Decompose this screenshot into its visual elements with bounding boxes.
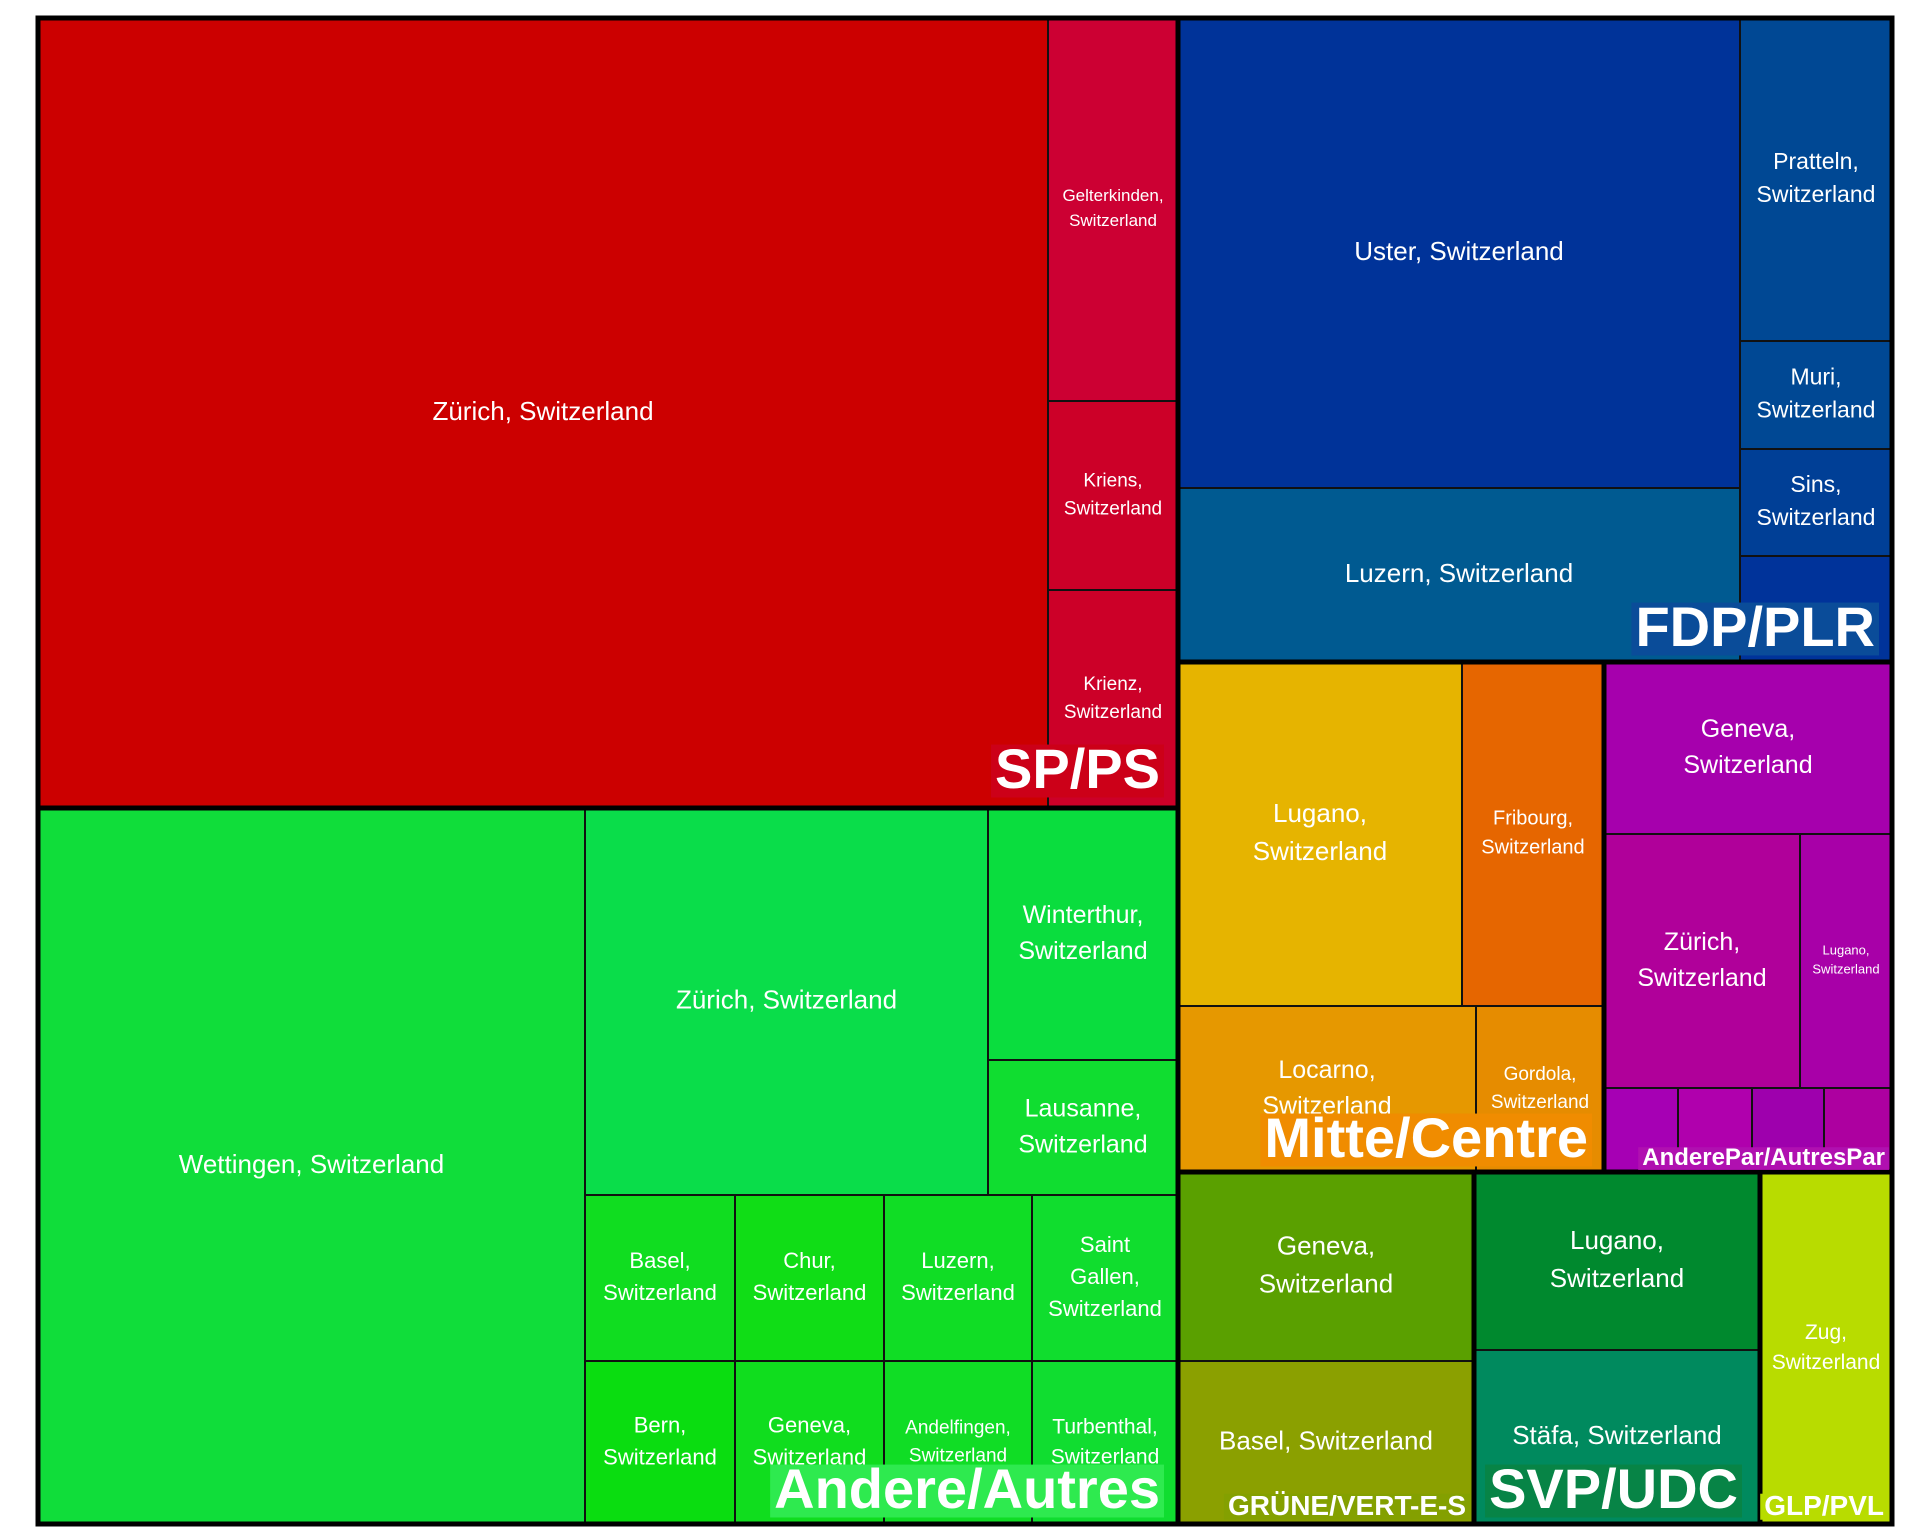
tile-label-fdp-plr-4: Sins, Switzerland: [1757, 471, 1876, 530]
tile-label-anderepar-autrespar-0: Geneva, Switzerland: [1683, 714, 1812, 778]
tile-andere-autres-1[interactable]: [584, 807, 989, 1196]
tile-label-sp-ps-1: Gelterkinden, Switzerland: [1062, 187, 1163, 231]
group-label-bg-grune-vert-e-s: [1223, 1493, 1470, 1520]
tile-label-fdp-plr-0: Uster, Switzerland: [1354, 236, 1564, 266]
tile-label-mitte-centre-0: Lugano, Switzerland: [1253, 798, 1387, 866]
tile-label-fdp-plr-3: Muri, Switzerland: [1757, 363, 1876, 422]
tile-label-anderepar-autrespar-1: Zürich, Switzerland: [1637, 927, 1766, 991]
tile-label-anderepar-autrespar-2: Lugano, Switzerland: [1812, 943, 1879, 977]
group-label-sp-ps: SP/PS: [995, 737, 1160, 800]
tiles-layer: Zürich, Switzerland Gelterkinden, Switzerl…: [37, 17, 1893, 1525]
tile-grune-vert-e-s-0[interactable]: [1177, 1171, 1475, 1362]
tile-label-andere-autres-1: Zürich, Switzerland: [676, 984, 897, 1014]
tile-anderepar-autrespar-0[interactable]: [1603, 661, 1893, 835]
tile-sp-ps-1[interactable]: [1047, 17, 1179, 402]
group-borders-layer: [35, 15, 1895, 1527]
tile-label-andere-autres-7: Saint Gallen, Switzerland: [1048, 1232, 1162, 1321]
group-label-bg-glp-pvl: [1760, 1493, 1888, 1520]
tile-sp-ps-0[interactable]: [37, 17, 1049, 809]
tile-label-fdp-plr-2: Pratteln, Switzerland: [1757, 148, 1876, 207]
group-label-andere-autres: Andere/Autres: [774, 1457, 1160, 1520]
tile-label-andere-autres-3: Lausanne, Switzerland: [1018, 1094, 1147, 1158]
tile-label-glp-pvl-0: Zug, Switzerland: [1772, 1320, 1881, 1373]
tile-label-andere-autres-6: Luzern, Switzerland: [901, 1248, 1015, 1305]
group-labels-layer: SP/PS FDP/PLR Andere/Autres Mitte/Centre And…: [770, 595, 1889, 1521]
group-label-anderepar-autrespar: AnderePar/AutresPar: [1642, 1144, 1885, 1171]
tile-anderepar-autrespar-2[interactable]: [1799, 833, 1893, 1089]
group-label-svp-udc: SVP/UDC: [1489, 1457, 1738, 1520]
tile-andere-autres-6[interactable]: [883, 1194, 1033, 1362]
tile-label-andere-autres-5: Chur, Switzerland: [753, 1248, 867, 1305]
tile-label-mitte-centre-3: Gordola, Switzerland: [1491, 1064, 1589, 1113]
tile-label-sp-ps-0: Zürich, Switzerland: [432, 396, 653, 426]
tile-mitte-centre-1[interactable]: [1461, 661, 1605, 1007]
tile-label-andere-autres-10: Andelfingen, Switzerland: [905, 1418, 1011, 1467]
tile-fdp-plr-3[interactable]: [1739, 340, 1893, 450]
tile-andere-autres-3[interactable]: [987, 1059, 1179, 1196]
group-label-mitte-centre: Mitte/Centre: [1264, 1106, 1588, 1169]
group-label-bg-mitte-centre: [1260, 1113, 1592, 1167]
tile-andere-autres-0[interactable]: [37, 807, 586, 1525]
tile-fdp-plr-4[interactable]: [1739, 448, 1893, 557]
tile-sp-ps-2[interactable]: [1047, 400, 1179, 591]
tile-andere-autres-4[interactable]: [584, 1194, 736, 1362]
group-label-bg-anderepar-autrespar: [1638, 1147, 1889, 1170]
tile-svp-udc-0[interactable]: [1473, 1171, 1761, 1351]
tile-fdp-plr-2[interactable]: [1739, 17, 1893, 342]
tile-label-andere-autres-0: Wettingen, Switzerland: [179, 1149, 444, 1179]
tile-label-svp-udc-0: Lugano, Switzerland: [1550, 1225, 1684, 1293]
group-label-grune-vert-e-s: GRÜNE/VERT-E-S: [1228, 1490, 1466, 1521]
group-label-fdp-plr: FDP/PLR: [1635, 595, 1875, 658]
tile-label-andere-autres-4: Basel, Switzerland: [603, 1248, 717, 1305]
tile-label-andere-autres-11: Turbenthal, Switzerland: [1051, 1415, 1160, 1468]
tile-label-mitte-centre-1: Fribourg, Switzerland: [1481, 808, 1584, 859]
group-label-bg-andere-autres: [770, 1464, 1164, 1518]
tile-anderepar-autrespar-1[interactable]: [1603, 833, 1801, 1089]
group-label-bg-sp-ps: [991, 744, 1164, 798]
tile-label-andere-autres-2: Winterthur, Switzerland: [1018, 900, 1147, 964]
tile-label-sp-ps-3: Krienz, Switzerland: [1064, 674, 1162, 723]
group-label-glp-pvl: GLP/PVL: [1764, 1490, 1884, 1521]
tile-andere-autres-2[interactable]: [987, 807, 1179, 1061]
tile-label-sp-ps-2: Kriens, Switzerland: [1064, 471, 1162, 520]
group-label-bg-fdp-plr: [1631, 602, 1879, 656]
group-label-bg-svp-udc: [1485, 1464, 1742, 1518]
tile-glp-pvl-0[interactable]: [1759, 1171, 1893, 1525]
tile-label-grune-vert-e-s-1: Basel, Switzerland: [1219, 1425, 1433, 1455]
tile-mitte-centre-0[interactable]: [1177, 661, 1463, 1007]
chart-frame: [35, 15, 1895, 1527]
tile-label-svp-udc-1: Stäfa, Switzerland: [1512, 1420, 1722, 1450]
tile-label-fdp-plr-1: Luzern, Switzerland: [1345, 558, 1573, 588]
tile-label-andere-autres-8: Bern, Switzerland: [603, 1412, 717, 1469]
tile-andere-autres-8[interactable]: [584, 1360, 736, 1525]
tile-label-grune-vert-e-s-0: Geneva, Switzerland: [1259, 1231, 1393, 1299]
tile-andere-autres-5[interactable]: [734, 1194, 885, 1362]
